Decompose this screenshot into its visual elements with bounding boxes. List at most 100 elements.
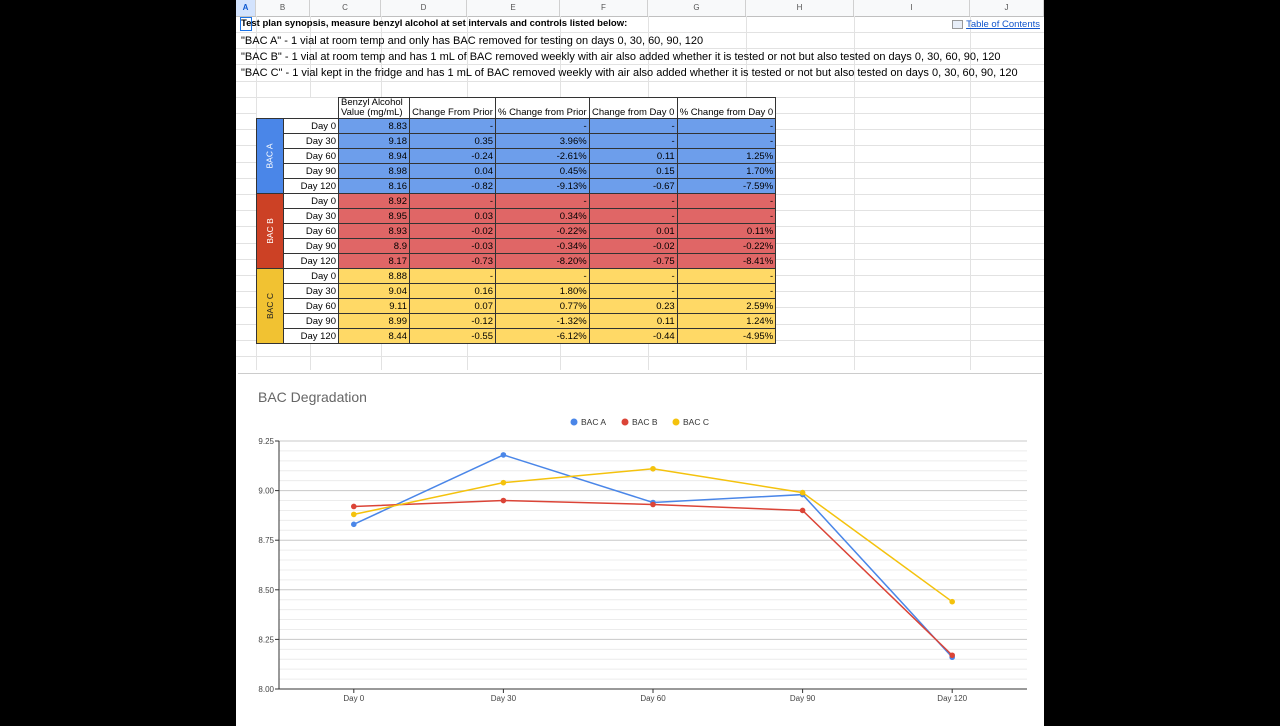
table-cell[interactable]: - bbox=[588, 283, 678, 299]
table-cell[interactable]: 0.11 bbox=[588, 148, 678, 164]
table-cell[interactable]: 9.04 bbox=[337, 283, 410, 299]
table-cell[interactable]: 8.83 bbox=[337, 118, 410, 134]
group-label[interactable]: BAC C bbox=[256, 268, 284, 344]
table-cell[interactable]: 0.15 bbox=[588, 163, 678, 179]
table-cell[interactable]: 8.98 bbox=[337, 163, 410, 179]
table-cell[interactable]: -7.59% bbox=[676, 178, 777, 194]
header-pct-change-prior[interactable]: % Change from Prior bbox=[494, 97, 590, 119]
column-header-c[interactable]: C bbox=[310, 0, 381, 16]
row-day-label[interactable]: Day 60 bbox=[282, 223, 339, 239]
line-chart[interactable]: BAC Degradation BAC A BAC B BAC C 8.00 8.25… bbox=[238, 373, 1042, 724]
table-cell[interactable]: -0.44 bbox=[588, 328, 678, 344]
row-day-label[interactable]: Day 30 bbox=[282, 283, 339, 299]
table-cell[interactable]: -0.12 bbox=[408, 313, 496, 329]
table-cell[interactable]: - bbox=[494, 268, 590, 284]
column-header-i[interactable]: I bbox=[854, 0, 970, 16]
table-cell[interactable]: - bbox=[676, 118, 777, 134]
table-cell[interactable]: -0.55 bbox=[408, 328, 496, 344]
row-day-label[interactable]: Day 0 bbox=[282, 118, 339, 134]
column-header-a[interactable]: A bbox=[236, 0, 256, 16]
table-cell[interactable]: -9.13% bbox=[494, 178, 590, 194]
column-header-g[interactable]: G bbox=[648, 0, 746, 16]
table-cell[interactable]: - bbox=[408, 118, 496, 134]
table-cell[interactable]: -0.02 bbox=[588, 238, 678, 254]
table-cell[interactable]: 3.96% bbox=[494, 133, 590, 149]
table-cell[interactable]: 8.9 bbox=[337, 238, 410, 254]
intro-line-1[interactable]: Test plan synopsis, measure benzyl alcoh… bbox=[241, 18, 628, 29]
header-bac-value[interactable]: Benzyl Alcohol Value (mg/mL) bbox=[337, 97, 410, 119]
table-cell[interactable]: 8.95 bbox=[337, 208, 410, 224]
table-cell[interactable]: 9.11 bbox=[337, 298, 410, 314]
table-cell[interactable]: 1.70% bbox=[676, 163, 777, 179]
table-cell[interactable]: 0.11% bbox=[676, 223, 777, 239]
table-cell[interactable]: -0.03 bbox=[408, 238, 496, 254]
table-cell[interactable]: - bbox=[676, 208, 777, 224]
row-day-label[interactable]: Day 90 bbox=[282, 238, 339, 254]
table-cell[interactable]: 1.25% bbox=[676, 148, 777, 164]
table-cell[interactable]: -0.02 bbox=[408, 223, 496, 239]
table-cell[interactable]: -0.75 bbox=[588, 253, 678, 269]
table-cell[interactable]: - bbox=[408, 193, 496, 209]
table-cell[interactable]: 8.94 bbox=[337, 148, 410, 164]
table-cell[interactable]: 1.24% bbox=[676, 313, 777, 329]
table-cell[interactable]: - bbox=[588, 133, 678, 149]
column-header-h[interactable]: H bbox=[746, 0, 854, 16]
table-cell[interactable]: -0.22% bbox=[494, 223, 590, 239]
group-label[interactable]: BAC B bbox=[256, 193, 284, 269]
table-cell[interactable]: -0.34% bbox=[494, 238, 590, 254]
table-cell[interactable]: 0.11 bbox=[588, 313, 678, 329]
table-cell[interactable]: 0.34% bbox=[494, 208, 590, 224]
column-header-e[interactable]: E bbox=[467, 0, 560, 16]
table-cell[interactable]: - bbox=[588, 193, 678, 209]
table-cell[interactable]: -4.95% bbox=[676, 328, 777, 344]
row-day-label[interactable]: Day 30 bbox=[282, 133, 339, 149]
intro-line-3[interactable]: "BAC B" - 1 vial at room temp and has 1 … bbox=[241, 51, 1001, 63]
table-of-contents-link[interactable]: Table of Contents bbox=[952, 19, 1040, 30]
row-day-label[interactable]: Day 90 bbox=[282, 313, 339, 329]
table-cell[interactable]: - bbox=[408, 268, 496, 284]
table-cell[interactable]: - bbox=[494, 193, 590, 209]
table-cell[interactable]: - bbox=[676, 268, 777, 284]
table-cell[interactable]: 8.16 bbox=[337, 178, 410, 194]
table-cell[interactable]: - bbox=[494, 118, 590, 134]
table-cell[interactable]: 8.99 bbox=[337, 313, 410, 329]
table-cell[interactable]: -8.41% bbox=[676, 253, 777, 269]
table-cell[interactable]: -0.22% bbox=[676, 238, 777, 254]
column-header-b[interactable]: B bbox=[256, 0, 310, 16]
column-header-d[interactable]: D bbox=[381, 0, 467, 16]
row-day-label[interactable]: Day 90 bbox=[282, 163, 339, 179]
row-day-label[interactable]: Day 0 bbox=[282, 193, 339, 209]
table-cell[interactable]: 0.77% bbox=[494, 298, 590, 314]
table-cell[interactable]: 0.01 bbox=[588, 223, 678, 239]
table-cell[interactable]: - bbox=[588, 208, 678, 224]
table-cell[interactable]: -6.12% bbox=[494, 328, 590, 344]
table-cell[interactable]: 0.45% bbox=[494, 163, 590, 179]
header-pct-change-day0[interactable]: % Change from Day 0 bbox=[676, 97, 777, 119]
table-cell[interactable]: 8.44 bbox=[337, 328, 410, 344]
row-day-label[interactable]: Day 0 bbox=[282, 268, 339, 284]
row-day-label[interactable]: Day 120 bbox=[282, 328, 339, 344]
table-cell[interactable]: 0.35 bbox=[408, 133, 496, 149]
table-cell[interactable]: - bbox=[588, 268, 678, 284]
intro-line-4[interactable]: "BAC C" - 1 vial kept in the fridge and … bbox=[241, 67, 1018, 79]
table-cell[interactable]: 8.92 bbox=[337, 193, 410, 209]
table-cell[interactable]: 0.04 bbox=[408, 163, 496, 179]
table-cell[interactable]: 8.93 bbox=[337, 223, 410, 239]
table-cell[interactable]: -0.24 bbox=[408, 148, 496, 164]
row-day-label[interactable]: Day 60 bbox=[282, 298, 339, 314]
table-cell[interactable]: 0.16 bbox=[408, 283, 496, 299]
table-cell[interactable]: -2.61% bbox=[494, 148, 590, 164]
row-day-label[interactable]: Day 60 bbox=[282, 148, 339, 164]
table-cell[interactable]: -1.32% bbox=[494, 313, 590, 329]
table-cell[interactable]: - bbox=[588, 118, 678, 134]
table-cell[interactable]: 0.03 bbox=[408, 208, 496, 224]
table-cell[interactable]: -0.82 bbox=[408, 178, 496, 194]
table-cell[interactable]: -8.20% bbox=[494, 253, 590, 269]
row-day-label[interactable]: Day 120 bbox=[282, 253, 339, 269]
table-cell[interactable]: 2.59% bbox=[676, 298, 777, 314]
group-label[interactable]: BAC A bbox=[256, 118, 284, 194]
table-cell[interactable]: - bbox=[676, 133, 777, 149]
column-header-j[interactable]: J bbox=[970, 0, 1044, 16]
header-change-day0[interactable]: Change from Day 0 bbox=[588, 97, 678, 119]
table-cell[interactable]: 0.07 bbox=[408, 298, 496, 314]
